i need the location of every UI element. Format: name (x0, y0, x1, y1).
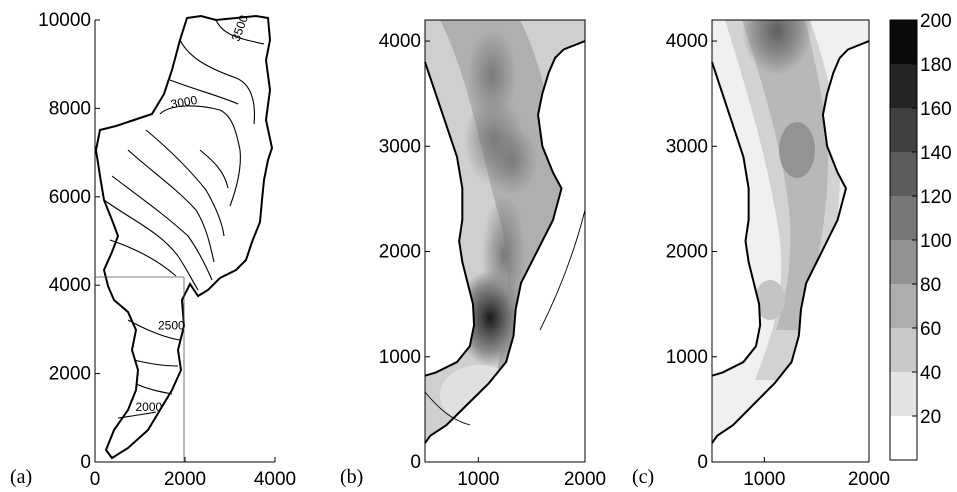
panel-label-a: (a) (10, 466, 32, 488)
colorbar-label: 60 (920, 319, 941, 340)
panel-a-ytick-label: 8000 (49, 98, 91, 119)
panel-b-field (425, 20, 585, 444)
panel-b-hotspot (456, 270, 524, 366)
colorbar-label: 200 (920, 11, 952, 32)
contour-label: 2500 (158, 318, 185, 332)
panel-c-ytick-label: 4000 (666, 31, 708, 52)
panel-c-ytick-label: 2000 (666, 242, 708, 263)
panel-a-ytick-label: 2000 (49, 364, 91, 385)
panel-b-domain-outline (424, 40, 586, 444)
panel-a-ticks: 0 2000 4000 6000 8000 10000 0 2000 4000 (38, 10, 296, 490)
colorbar-segment (890, 152, 917, 196)
panel-c-field (712, 20, 869, 444)
panel-a-xtick-label: 0 (90, 469, 101, 490)
panel-b-fade (440, 365, 520, 425)
colorbar-segment (890, 108, 917, 152)
panel-b-boundary-line (424, 209, 586, 426)
panel-a-contour-3000b (179, 39, 256, 125)
panel-a-ytick-label: 6000 (49, 187, 91, 208)
panel-b-blob-mid2 (487, 125, 537, 195)
panel-c-blob-mid (779, 122, 815, 178)
panel-a-contour-s1 (133, 359, 179, 367)
panel-a-contour-c7 (199, 149, 229, 189)
panel-c-xtick-label: 1000 (743, 469, 785, 490)
panel-c-ytick-label: 1000 (666, 347, 708, 368)
colorbar-label: 120 (920, 187, 952, 208)
panel-label-b: (b) (340, 466, 363, 488)
panel-b-xtick-label: 2000 (564, 469, 606, 490)
panel-a-axes-frame (94, 20, 275, 463)
panel-c-ytick-label: 0 (697, 452, 708, 473)
colorbar-label: 40 (920, 363, 941, 384)
panel-b-ytick-label: 3000 (379, 136, 421, 157)
panel-c-band-2 (742, 20, 828, 330)
panel-b-xtick-label: 1000 (457, 469, 499, 490)
colorbar-label: 100 (920, 231, 952, 252)
colorbar-label: 140 (920, 143, 952, 164)
contour-label: 3000 (170, 93, 199, 111)
panel-a-contour-3000a (159, 105, 241, 207)
panel-a-contour-c3 (127, 149, 215, 263)
panel-b-ytick-label: 4000 (379, 31, 421, 52)
panel-a-contour-3500 (215, 19, 265, 45)
panel-a-contour-2000 (117, 411, 157, 419)
colorbar-label: 20 (920, 407, 941, 428)
panel-b: 0 1000 2000 3000 4000 1000 2000 (379, 19, 606, 490)
colorbar-segment (890, 416, 917, 460)
colorbar-segment (890, 372, 917, 416)
colorbar-label: 160 (920, 99, 952, 120)
colorbar-segment (890, 328, 917, 372)
panel-a-contours (94, 14, 274, 460)
panel-a-xtick-label: 2000 (164, 469, 206, 490)
colorbar-segment (890, 20, 917, 64)
panel-b-ytick-label: 0 (410, 452, 421, 473)
panel-a-contour-2500 (127, 319, 181, 341)
colorbar-segment (890, 196, 917, 240)
colorbar-segment (890, 64, 917, 108)
panel-a-contour-c2 (145, 129, 225, 237)
panel-a-ytick-label: 10000 (38, 10, 91, 31)
panel-c-axes (711, 19, 870, 463)
panel-a-contour-s2 (135, 383, 173, 395)
colorbar: 20 40 60 80 100 120 140 160 180 200 (889, 11, 952, 461)
panel-b-blob-top (467, 30, 517, 120)
panel-c-hotspot (742, 20, 812, 75)
panel-c-ticks: 0 1000 2000 3000 4000 1000 2000 (666, 31, 890, 490)
panel-a-contour-c5 (103, 199, 199, 291)
panel-b-ytick-label: 2000 (379, 242, 421, 263)
colorbar-segment (890, 284, 917, 328)
contour-label: 2000 (136, 400, 163, 414)
panel-a-xtick-label: 4000 (254, 469, 296, 490)
panel-c-blob-low (755, 280, 785, 320)
panel-b-axes (424, 19, 586, 463)
panel-a-contour-c6 (109, 239, 177, 277)
panel-a-contour-c1 (169, 79, 239, 105)
panel-a-contour-c4 (111, 175, 213, 281)
colorbar-label: 80 (920, 275, 941, 296)
panel-a-axes (95, 20, 275, 462)
panel-label-c: (c) (632, 466, 654, 488)
panel-b-ytick-label: 1000 (379, 347, 421, 368)
panel-a-ytick-label: 4000 (49, 275, 91, 296)
panel-a-outline (94, 14, 274, 460)
panel-c-ytick-label: 3000 (666, 136, 708, 157)
panel-c-xtick-label: 2000 (848, 469, 890, 490)
colorbar-segment (890, 240, 917, 284)
panel-a-ytick-label: 0 (80, 452, 91, 473)
panel-c: 0 1000 2000 3000 4000 1000 2000 (666, 19, 890, 490)
colorbar-label: 180 (920, 55, 952, 76)
panel-c-domain-outline (711, 40, 870, 444)
panel-b-ticks: 0 1000 2000 3000 4000 1000 2000 (379, 31, 606, 490)
